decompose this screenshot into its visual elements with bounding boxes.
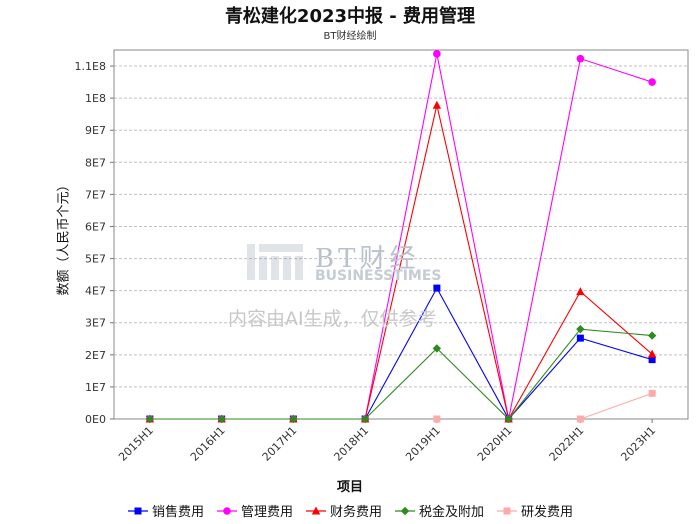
data-point [289,414,298,424]
legend-swatch [395,506,415,515]
legend-label: 税金及附加 [419,505,485,520]
x-tick-label: 2022H1 [547,424,587,464]
y-tick-label: 7E7 [85,188,106,201]
x-tick-label: 2017H1 [260,424,300,464]
y-tick-label: 3E7 [85,317,106,330]
y-tick-label: 5E7 [85,253,106,266]
legend-item: 财务费用 [305,501,382,520]
legend-swatch [497,507,518,514]
data-point [311,506,321,514]
y-axis-label: 数额（人民币个元） [56,178,72,296]
data-point [648,389,656,397]
data-point [400,506,410,515]
data-point [647,349,657,358]
legend-swatch [127,507,148,514]
y-tick-label: 8E7 [85,156,106,169]
data-point [145,414,155,424]
series-line [580,392,653,420]
data-point [433,415,441,423]
data-point [503,507,511,514]
legend-swatch [305,506,326,514]
y-tick-label: 0E0 [85,413,106,426]
data-point [576,287,585,296]
legend-label: 研发费用 [521,505,574,520]
x-tick-label: 2020H1 [475,424,515,464]
y-tick-label: 2E7 [85,349,106,362]
data-point [648,356,656,364]
y-tick-label: 6E7 [85,220,106,233]
legend-label: 财务费用 [329,505,382,520]
data-point [576,54,585,63]
data-point [576,334,584,342]
x-tick-label: 2019H1 [403,424,443,464]
chart-title: 青松建化2023中报 - 费用管理 [224,6,476,27]
data-point [504,414,513,424]
data-point [223,506,231,515]
series-研发费用 [433,389,656,423]
series-税金及附加 [145,324,657,424]
data-point [134,507,142,514]
data-point [433,284,441,292]
x-tick-label: 2023H1 [618,424,658,464]
legend-swatch [216,506,237,515]
series-line [149,328,653,420]
x-tick-label: 2015H1 [116,424,156,464]
data-point [576,324,585,334]
legend-label: 管理费用 [240,505,293,520]
chart-subtitle: BT财经绘制 [323,31,377,42]
y-tick-label: 4E7 [85,285,106,298]
y-tick-label: 9E7 [85,124,106,137]
data-point [433,50,441,58]
legend: 销售费用 管理费用 财务费用 税金及附加 研发费用 [0,501,700,520]
y-tick-label: 1E7 [85,381,106,394]
data-point [432,100,442,109]
data-point [576,415,584,423]
data-point [648,78,656,86]
data-point [360,414,370,424]
x-tick-label: 2016H1 [188,424,228,464]
legend-label: 销售费用 [151,505,204,520]
data-point [647,331,657,340]
legend-item: 销售费用 [127,501,204,520]
x-tick-label: 2018H1 [331,424,371,464]
data-point [432,344,442,353]
x-axis-label: 项目 [336,480,363,495]
data-point [217,414,226,424]
y-tick-label: 1.1E8 [75,60,106,73]
legend-item: 税金及附加 [394,501,484,520]
legend-item: 管理费用 [216,501,293,520]
y-tick-label: 1E8 [85,92,106,105]
legend-item: 研发费用 [496,501,573,520]
